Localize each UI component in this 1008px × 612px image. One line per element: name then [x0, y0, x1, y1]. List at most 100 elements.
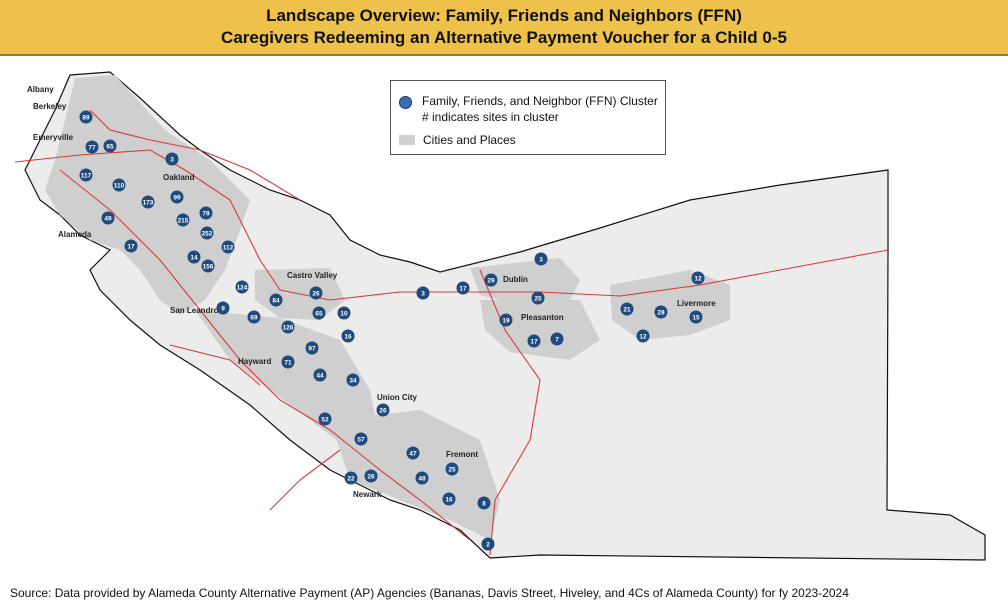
cluster-marker: 110: [112, 178, 126, 192]
cluster-count: 26: [312, 291, 320, 298]
cluster-count: 99: [173, 195, 181, 202]
map-title: Landscape Overview: Family, Friends and …: [266, 6, 742, 25]
cluster-count: 89: [82, 115, 90, 122]
cluster-count: 15: [692, 315, 700, 322]
cluster-count: 57: [357, 437, 365, 444]
cluster-count: 112: [223, 245, 234, 252]
legend-places-entry: Cities and Places: [399, 133, 516, 147]
cluster-marker: 28: [654, 305, 668, 319]
cluster-count: 29: [487, 278, 495, 285]
road-i880: [59, 169, 471, 541]
place-label-pleasanton: Pleasanton: [521, 313, 564, 322]
cluster-marker: 9: [216, 301, 230, 315]
cluster-marker: 14: [187, 250, 201, 264]
place-label-alameda: Alameda: [58, 230, 92, 239]
cluster-count: 21: [623, 307, 631, 314]
cluster-count: 14: [190, 255, 198, 262]
cluster-marker: 69: [247, 310, 261, 324]
cluster-count: 26: [367, 474, 375, 481]
cluster-count: 69: [250, 315, 258, 322]
cluster-marker: 8: [477, 496, 491, 510]
cluster-marker: 126: [281, 320, 295, 334]
cluster-count: 16: [445, 497, 453, 504]
cluster-marker: 97: [305, 341, 319, 355]
cluster-marker: 12: [636, 329, 650, 343]
legend-cluster-label: Family, Friends, and Neighbor (FFN) Clus…: [422, 94, 658, 108]
cluster-count: 79: [202, 211, 210, 218]
cluster-marker: 12: [691, 271, 705, 285]
cluster-count: 9: [221, 306, 225, 313]
place-label-fremont: Fremont: [446, 450, 478, 459]
cluster-marker: 156: [201, 259, 215, 273]
cluster-marker: 10: [337, 306, 351, 320]
cluster-count: 26: [379, 408, 387, 415]
cluster-count: 124: [237, 285, 248, 292]
cluster-count: 77: [88, 145, 96, 152]
map-subtitle: Caregivers Redeeming an Alternative Paym…: [221, 28, 787, 47]
place-label-newark: Newark: [353, 490, 382, 499]
place-label-oakland: Oakland: [163, 173, 195, 182]
place-label-albany: Albany: [27, 85, 54, 94]
cluster-count: 28: [657, 310, 665, 317]
place-area-hayward: [195, 310, 380, 450]
cluster-marker: 47: [406, 446, 420, 460]
place-label-berkeley: Berkeley: [33, 102, 67, 111]
legend-cluster-sub: # indicates sites in cluster: [422, 110, 559, 124]
cluster-marker: 16: [341, 329, 355, 343]
places-swatch-icon: [399, 135, 415, 145]
cluster-marker: 25: [445, 462, 459, 476]
cluster-count: 22: [347, 476, 355, 483]
cluster-markers: 89 77 65 3 117 110 173 99 79 49 215 252 …: [79, 110, 705, 551]
cluster-dot-icon: [399, 96, 412, 109]
cluster-count: 19: [502, 318, 510, 325]
place-label-hayward: Hayward: [238, 357, 271, 366]
cluster-count: 84: [272, 298, 280, 305]
cluster-marker: 117: [79, 168, 93, 182]
cluster-count: 156: [203, 264, 214, 271]
cluster-marker: 34: [346, 373, 360, 387]
cluster-count: 65: [315, 311, 323, 318]
cluster-count: 25: [448, 467, 456, 474]
cluster-count: 2: [486, 542, 490, 549]
cluster-count: 47: [409, 451, 417, 458]
cluster-count: 44: [316, 373, 324, 380]
cluster-marker: 173: [141, 195, 155, 209]
legend-places-label: Cities and Places: [423, 133, 516, 147]
cluster-marker: 77: [85, 140, 99, 154]
cluster-marker: 3: [534, 252, 548, 266]
cluster-count: 17: [530, 339, 538, 346]
cluster-marker: 57: [354, 432, 368, 446]
place-area-alameda: [115, 232, 170, 258]
cluster-count: 12: [694, 276, 702, 283]
cluster-marker: 16: [442, 492, 456, 506]
cluster-marker: 252: [200, 226, 214, 240]
cluster-marker: 26: [376, 403, 390, 417]
cluster-marker: 3: [416, 286, 430, 300]
place-label-sanleandro: San Leandro: [170, 306, 219, 315]
place-label-emeryville: Emeryville: [33, 133, 74, 142]
cluster-count: 7: [555, 337, 559, 344]
cluster-count: 126: [283, 325, 294, 332]
cluster-marker: 49: [101, 211, 115, 225]
cluster-count: 49: [104, 216, 112, 223]
cluster-marker: 99: [170, 190, 184, 204]
county-map: Albany Berkeley Emeryville Oakland Alame…: [14, 71, 986, 561]
cluster-marker: 29: [484, 273, 498, 287]
map-legend: Family, Friends, and Neighbor (FFN) Clus…: [390, 80, 666, 155]
cluster-marker: 17: [456, 281, 470, 295]
place-label-livermore: Livermore: [677, 299, 716, 308]
road-ca92: [169, 344, 261, 386]
cluster-marker: 48: [415, 471, 429, 485]
road-i580: [14, 149, 889, 301]
cluster-count: 65: [106, 144, 114, 151]
cluster-marker: 26: [364, 469, 378, 483]
cluster-count: 252: [202, 231, 213, 238]
road-sw: [269, 449, 341, 511]
cluster-marker: 215: [176, 213, 190, 227]
cluster-marker: 112: [221, 240, 235, 254]
cluster-count: 97: [308, 346, 316, 353]
cluster-marker: 19: [499, 313, 513, 327]
cluster-marker: 22: [344, 471, 358, 485]
cluster-marker: 84: [269, 293, 283, 307]
map-area: Albany Berkeley Emeryville Oakland Alame…: [0, 58, 1008, 578]
